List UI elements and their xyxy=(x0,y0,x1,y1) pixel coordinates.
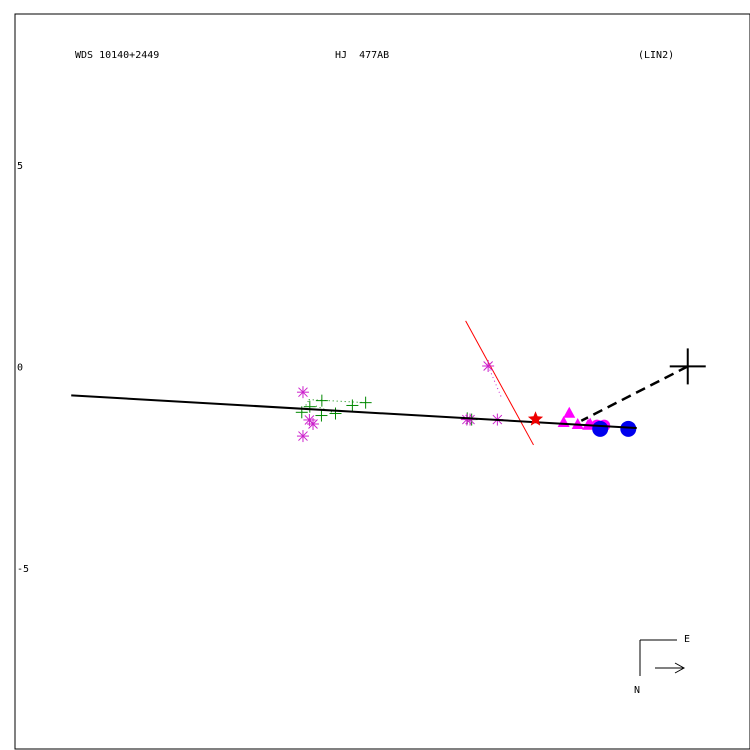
asterisk-marker xyxy=(296,430,309,443)
plus-marker xyxy=(359,396,372,409)
motion-arrow-head xyxy=(674,662,686,674)
reference-star-marker xyxy=(527,411,544,426)
plus-marker xyxy=(315,409,328,422)
residual-link xyxy=(487,365,502,398)
y-tick-labels: 5 0 -5 xyxy=(17,161,29,575)
discoverer-label: HJ 477AB xyxy=(335,50,389,61)
compass-north-label: N xyxy=(634,685,640,696)
circle-marker xyxy=(592,420,609,437)
residual-link xyxy=(305,398,366,404)
compass: E N xyxy=(634,634,690,696)
perpendicular-line xyxy=(465,320,534,446)
y-tick-label: 0 xyxy=(17,362,23,373)
triangle-marker xyxy=(563,406,576,418)
asterisk-marker xyxy=(482,359,495,372)
plus-marker xyxy=(303,400,316,413)
y-tick-label: -5 xyxy=(17,564,29,575)
primary-link xyxy=(580,365,689,422)
asterisk-marker xyxy=(307,417,320,430)
y-tick-label: 5 xyxy=(17,161,23,172)
plus-marker xyxy=(329,407,342,420)
plot-frame xyxy=(14,13,750,750)
residual-link xyxy=(301,398,311,413)
circle-marker xyxy=(620,420,637,437)
wds-id-label: WDS 10140+2449 xyxy=(75,50,159,61)
compass-east-label: E xyxy=(684,634,690,645)
data-marks xyxy=(71,320,706,446)
primary-star-marker xyxy=(669,348,706,385)
fit-code-label: (LIN2) xyxy=(638,50,674,61)
plus-marker xyxy=(315,394,328,407)
triangle-marker xyxy=(571,417,584,429)
asterisk-marker xyxy=(296,386,309,399)
plus-marker xyxy=(346,399,359,412)
fit-line xyxy=(71,394,637,430)
